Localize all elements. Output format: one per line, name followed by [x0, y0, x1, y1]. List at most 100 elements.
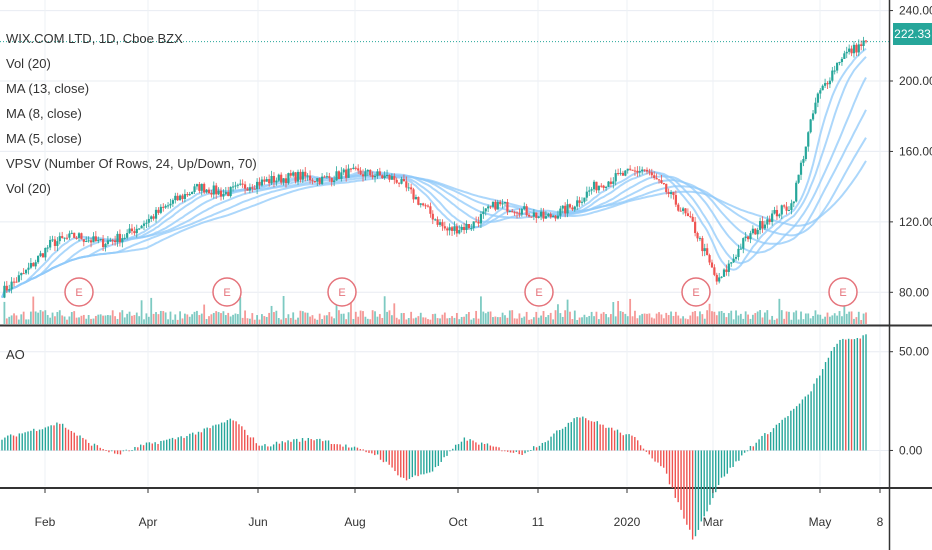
- ao-bar: [631, 435, 633, 451]
- candle-body: [200, 183, 203, 191]
- candle-body: [373, 175, 377, 178]
- candle-body: [426, 205, 430, 207]
- ao-bar: [431, 450, 434, 472]
- ao-bar: [821, 369, 824, 451]
- ao-bar: [752, 446, 755, 451]
- candle-body: [852, 44, 856, 54]
- time-axis-tick-label: Oct: [449, 515, 468, 529]
- candle-body: [799, 162, 803, 175]
- volume-bar: [845, 313, 848, 324]
- ao-bar: [498, 447, 500, 451]
- volume-bar: [703, 318, 706, 324]
- ao-bar: [388, 450, 390, 465]
- volume-bar: [797, 319, 800, 324]
- volume-bar: [455, 312, 458, 324]
- ao-bar: [414, 450, 416, 476]
- earnings-marker-circle: [212, 277, 242, 307]
- candle-body: [831, 70, 834, 81]
- ao-bar: [775, 424, 778, 451]
- candle-body: [686, 213, 690, 217]
- candle-body: [272, 175, 276, 183]
- candle-body: [744, 236, 747, 239]
- candle-body: [304, 171, 307, 177]
- candle-body: [34, 262, 37, 267]
- candle-body: [636, 170, 639, 173]
- candle-body: [645, 169, 649, 172]
- volume-bar: [208, 316, 210, 324]
- ao-bar: [518, 450, 520, 455]
- ao-bar: [313, 440, 315, 451]
- volume-bar: [711, 311, 713, 324]
- candle-body: [785, 206, 788, 211]
- candle-body: [292, 172, 295, 176]
- legend-volume-2: Vol (20): [6, 181, 51, 196]
- volume-bar: [790, 319, 793, 324]
- earnings-marker-label: E: [839, 287, 846, 299]
- time-axis-tick-label: Mar: [703, 515, 724, 529]
- candle-body: [410, 187, 413, 190]
- volume-bar: [566, 299, 569, 324]
- candle-body: [188, 194, 191, 196]
- ao-bar: [767, 434, 769, 451]
- price-axis-labels: 240.00 200.00 160.00 120.00 80.00 50.00 0.00: [889, 4, 932, 457]
- ao-bar: [819, 375, 821, 451]
- ao-bar: [628, 434, 630, 451]
- candle-body: [742, 238, 745, 249]
- volume-bar: [542, 311, 545, 324]
- candle-body: [552, 215, 555, 218]
- volume-bar: [29, 311, 32, 324]
- candle-body: [101, 238, 105, 247]
- volume-bar: [78, 317, 80, 324]
- candle-body: [56, 241, 59, 246]
- candle-body: [535, 212, 538, 218]
- volume-bar: [301, 311, 304, 324]
- candle-body: [347, 168, 350, 178]
- volume-bar: [376, 316, 379, 324]
- candle-body: [275, 180, 278, 183]
- candle-body: [602, 185, 605, 188]
- ao-bar: [558, 430, 561, 451]
- ao-bar: [642, 448, 645, 451]
- volume-bar: [737, 315, 740, 324]
- candle-body: [600, 185, 603, 187]
- volume-bar: [593, 316, 595, 324]
- volume-bar: [749, 318, 752, 324]
- volume-bar: [434, 313, 437, 324]
- candle-body: [523, 206, 526, 209]
- volume-bar: [602, 312, 605, 324]
- candle-body: [398, 182, 401, 184]
- earnings-marker: E: [524, 277, 554, 307]
- volume-bar: [730, 310, 733, 324]
- ao-bar: [567, 422, 570, 451]
- candle-body: [669, 192, 673, 195]
- ao-bar: [512, 450, 515, 453]
- legend-volume: Vol (20): [6, 56, 51, 71]
- candle-body: [542, 211, 545, 219]
- ao-bar: [790, 410, 792, 451]
- candle-body: [513, 212, 516, 214]
- candle-body: [46, 247, 49, 249]
- ao-bar: [140, 444, 142, 451]
- volume-bar: [323, 315, 326, 324]
- ao-bar: [527, 450, 529, 452]
- ao-bar: [570, 422, 572, 451]
- volume-bar: [191, 314, 194, 324]
- candle-body: [855, 44, 858, 53]
- ao-bar: [9, 434, 12, 451]
- candle-body: [588, 190, 591, 192]
- volume-bar: [607, 317, 610, 324]
- ao-bar: [293, 439, 295, 451]
- volume-bar: [768, 319, 771, 324]
- ao-bar: [362, 449, 364, 451]
- volume-bar: [44, 310, 47, 324]
- candle-body: [241, 183, 244, 185]
- volume-bar: [590, 311, 593, 324]
- candle-body: [843, 53, 846, 59]
- candle-body: [342, 169, 345, 173]
- candle-body: [737, 248, 740, 258]
- ma-line-8: [1, 56, 867, 298]
- volume-bar: [735, 310, 737, 324]
- volume-bar: [321, 319, 323, 324]
- candle-body: [638, 171, 641, 173]
